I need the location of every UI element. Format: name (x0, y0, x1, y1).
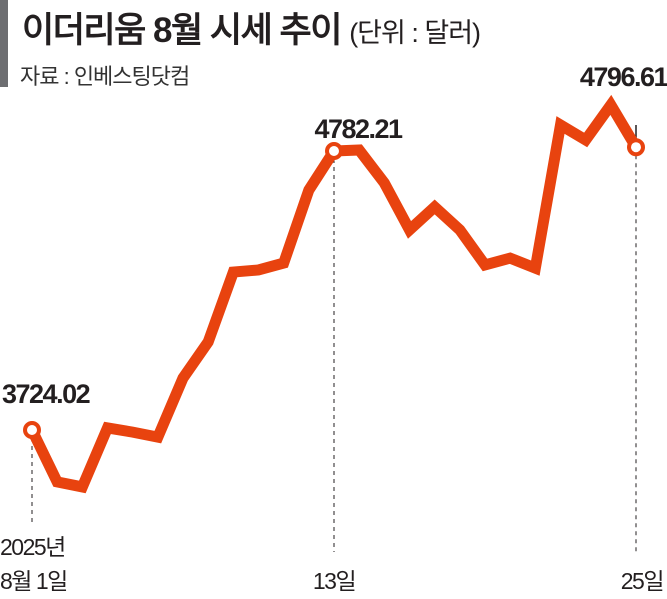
chart-title: 이더리움 8월 시세 추이 (단위 : 달러) (22, 2, 481, 53)
chart-title-text: 이더리움 8월 시세 추이 (22, 11, 342, 50)
data-label: 3724.02 (2, 379, 90, 409)
x-tick-label: 8월 1일 (0, 568, 67, 594)
x-tick-label: 2025년 (0, 534, 65, 560)
data-label: 4796.61 (580, 62, 667, 92)
x-tick-label: 13일 (313, 568, 355, 594)
highlight-marker (23, 420, 41, 439)
unit-label: (단위 : 달러) (349, 18, 481, 48)
x-tick-label: 25일 (621, 568, 663, 594)
highlight-marker (325, 142, 343, 161)
source-label: 자료 : 인베스팅닷컴 (20, 64, 190, 89)
highlight-marker (627, 138, 645, 157)
title-accent-bar (0, 0, 8, 87)
data-label: 4782.21 (314, 114, 403, 144)
